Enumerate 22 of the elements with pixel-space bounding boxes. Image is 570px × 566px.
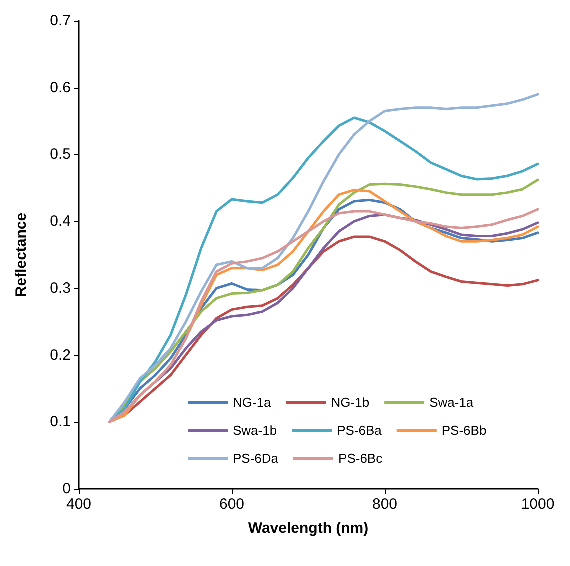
legend-label: PS-6Bc (338, 451, 384, 466)
x-tick-label: 400 (66, 496, 92, 513)
legend-label: PS-6Da (233, 451, 280, 466)
y-tick-label: 0.2 (50, 346, 71, 364)
y-tick-label: 0.6 (50, 79, 71, 96)
y-tick-label: 0.3 (50, 280, 71, 297)
y-tick-label: 0.4 (50, 213, 71, 230)
x-tick-label: 800 (372, 496, 398, 513)
y-axis-title: Reflectance (13, 212, 30, 298)
legend-label: Swa-1a (430, 395, 474, 410)
x-tick-label: 600 (219, 496, 245, 513)
y-tick-label: 0.1 (50, 414, 71, 431)
y-tick-label: 0.7 (50, 12, 71, 30)
legend-label: NG-1b (331, 395, 370, 410)
x-tick-label: 1000 (521, 496, 555, 513)
legend-label: NG-1a (233, 395, 272, 410)
y-tick-label: 0.5 (50, 146, 71, 164)
y-tick-label: 0 (62, 480, 71, 498)
x-axis-title: Wavelength (nm) (248, 520, 369, 537)
legend-label: Swa-1b (233, 423, 278, 438)
legend-label: PS-6Ba (337, 423, 383, 438)
legend-label: PS-6Bb (442, 423, 487, 438)
